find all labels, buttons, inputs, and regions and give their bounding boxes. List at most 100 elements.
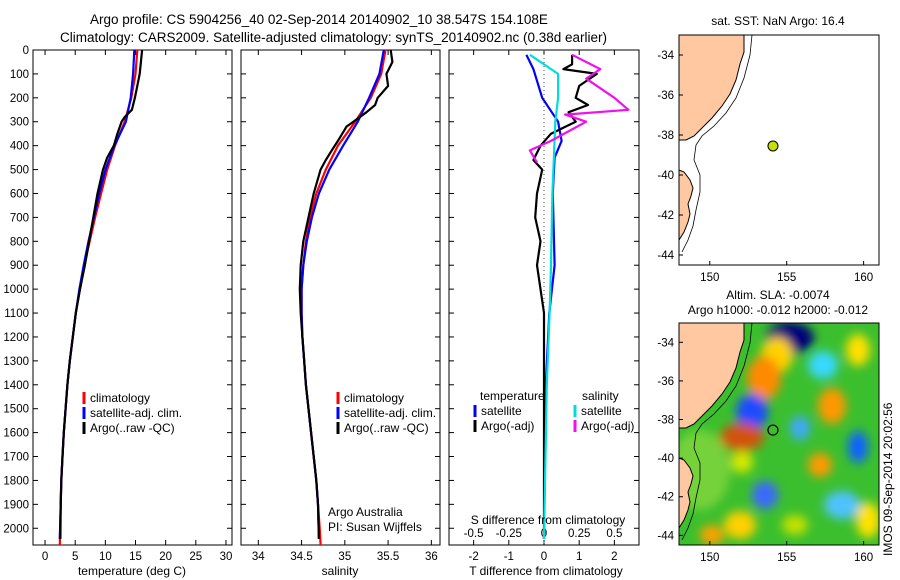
legend-header-salinity: salinity xyxy=(582,389,619,403)
x-tick-label: 0 xyxy=(42,551,48,563)
map-y-tick-label: -40 xyxy=(657,453,674,465)
legend-header-temperature: temperature xyxy=(480,389,545,403)
series-salinity-satellite xyxy=(529,53,560,540)
y-tick-label: 1600 xyxy=(3,428,29,440)
x-tick-label: 1 xyxy=(576,551,582,563)
s-tick-label: 0.25 xyxy=(568,528,590,540)
legend-label-argo: Argo(..raw -QC) xyxy=(90,421,175,435)
s-tick-label: -0.25 xyxy=(496,528,522,540)
map-y-tick-label: -36 xyxy=(657,376,674,388)
sst-map-isobath xyxy=(681,34,753,253)
sla-map-land-north xyxy=(678,322,745,429)
map-y-tick-label: -34 xyxy=(657,337,674,349)
y-tick-label: 800 xyxy=(10,236,29,248)
sla-map-title-2: Argo h1000: -0.012 h2000: -0.012 xyxy=(688,303,868,317)
x-tick-label: -1 xyxy=(504,551,514,563)
salinity-plot: 34 34.5 35 35.5 36 xyxy=(241,49,440,563)
s-tick-label: -0.5 xyxy=(464,528,484,540)
map-y-tick-label: -44 xyxy=(657,530,674,542)
legend-label-climatology: climatology xyxy=(344,391,404,405)
x-tick-label: 20 xyxy=(159,551,172,563)
sst-map-axes: 150 155 160 -34 -36 -38 -40 -42 -44 xyxy=(657,50,873,284)
sla-heatmap xyxy=(679,323,879,545)
series-argo-raw-qc- xyxy=(59,49,144,540)
map-y-tick-label: -44 xyxy=(657,250,674,262)
map-x-tick-label: 160 xyxy=(854,272,873,284)
legend-label-t-argo: Argo(-adj) xyxy=(481,419,534,433)
difference-legend: temperature salinity satellite Argo(-adj… xyxy=(473,389,634,433)
temperature-legend: climatology satellite-adj. clim. Argo(..… xyxy=(82,391,182,435)
legend-label-satellite: satellite-adj. clim. xyxy=(90,406,182,420)
x-tick-label: 36 xyxy=(425,551,438,563)
y-tick-label: 1000 xyxy=(3,284,29,296)
x-tick-label: 34.5 xyxy=(290,551,312,563)
y-tick-label: 600 xyxy=(10,188,29,200)
map-x-tick-label: 160 xyxy=(854,552,873,564)
y-tick-label: 1700 xyxy=(3,452,29,464)
salinity-panel xyxy=(240,49,441,546)
sla-map-isobath xyxy=(681,322,753,541)
map-x-tick-label: 155 xyxy=(777,272,796,284)
y-tick-label: 1300 xyxy=(3,356,29,368)
sst-map-land-tasmania xyxy=(678,169,694,242)
difference-xlabel: T difference from climatology xyxy=(469,564,623,578)
x-tick-label: 10 xyxy=(99,551,112,563)
x-tick-label: 5 xyxy=(72,551,78,563)
title-line-2: Climatology: CARS2009. Satellite-adjuste… xyxy=(60,30,607,45)
x-tick-label: 2 xyxy=(611,551,617,563)
y-tick-label: 200 xyxy=(10,93,29,105)
y-tick-label: 2000 xyxy=(3,523,29,535)
legend-label-s-argo: Argo(-adj) xyxy=(581,419,634,433)
series-argo-raw-qc- xyxy=(298,49,394,540)
sla-map-frame xyxy=(678,322,880,546)
map-y-tick-label: -42 xyxy=(657,492,674,504)
x-tick-label: 35 xyxy=(338,551,351,563)
x-tick-label: -2 xyxy=(469,551,479,563)
y-tick-label: 1900 xyxy=(3,499,29,511)
temperature-plot: 0 5 10 15 20 25 300100200300400500600700800900… xyxy=(3,45,232,563)
map-y-tick-label: -34 xyxy=(657,50,674,62)
series-salinity-argo-adj- xyxy=(528,53,630,163)
map-y-tick-label: -40 xyxy=(657,170,674,182)
sla-map-axes: 150 155 160 -34 -36 -38 -40 -42 -44 xyxy=(657,337,873,564)
map-x-tick-label: 150 xyxy=(700,272,719,284)
x-tick-label: 25 xyxy=(189,551,202,563)
y-tick-label: 1400 xyxy=(3,380,29,392)
imos-stamp: IMOS 09-Sep-2014 20:02:56 xyxy=(881,402,895,556)
y-tick-label: 0 xyxy=(23,45,29,57)
y-tick-label: 900 xyxy=(10,260,29,272)
s-tick-label: 0.5 xyxy=(606,528,622,540)
argo-position-marker xyxy=(767,424,779,436)
x-tick-label: 30 xyxy=(220,551,233,563)
y-tick-label: 1500 xyxy=(3,404,29,416)
temperature-xlabel: temperature (deg C) xyxy=(78,564,186,578)
title-line-1: Argo profile: CS 5904256_40 02-Sep-2014 … xyxy=(90,12,548,27)
map-y-tick-label: -38 xyxy=(657,130,674,142)
sst-map-title: sat. SST: NaN Argo: 16.4 xyxy=(711,14,845,28)
x-tick-label: 34 xyxy=(252,551,265,563)
temperature-panel xyxy=(32,49,233,546)
legend-label-t-satellite: satellite xyxy=(481,404,522,418)
difference-plot: -2 -1 0 1 2-0.5 -0.25 0 0.25 0.5 xyxy=(449,49,639,563)
salinity-legend: climatology satellite-adj. clim. Argo(..… xyxy=(336,391,436,435)
argo-australia-note: Argo Australia xyxy=(328,505,403,519)
y-tick-label: 400 xyxy=(10,141,29,153)
y-tick-label: 1800 xyxy=(3,475,29,487)
pi-note: PI: Susan Wijffels xyxy=(328,520,422,534)
argo-position-marker xyxy=(767,140,779,152)
legend-label-climatology: climatology xyxy=(90,391,150,405)
legend-label-argo: Argo(..raw -QC) xyxy=(344,421,429,435)
y-tick-label: 1200 xyxy=(3,332,29,344)
y-tick-label: 300 xyxy=(10,117,29,129)
sst-map-land-north xyxy=(678,34,745,141)
sla-map-title-1: Altim. SLA: -0.0074 xyxy=(726,288,830,302)
y-tick-label: 700 xyxy=(10,212,29,224)
sla-map-land-tasmania xyxy=(678,457,694,530)
y-tick-label: 500 xyxy=(10,165,29,177)
x-tick-label: 15 xyxy=(129,551,142,563)
map-x-tick-label: 155 xyxy=(777,552,796,564)
salinity-xlabel: salinity xyxy=(322,564,359,578)
map-y-tick-label: -38 xyxy=(657,415,674,427)
map-y-tick-label: -42 xyxy=(657,210,674,222)
